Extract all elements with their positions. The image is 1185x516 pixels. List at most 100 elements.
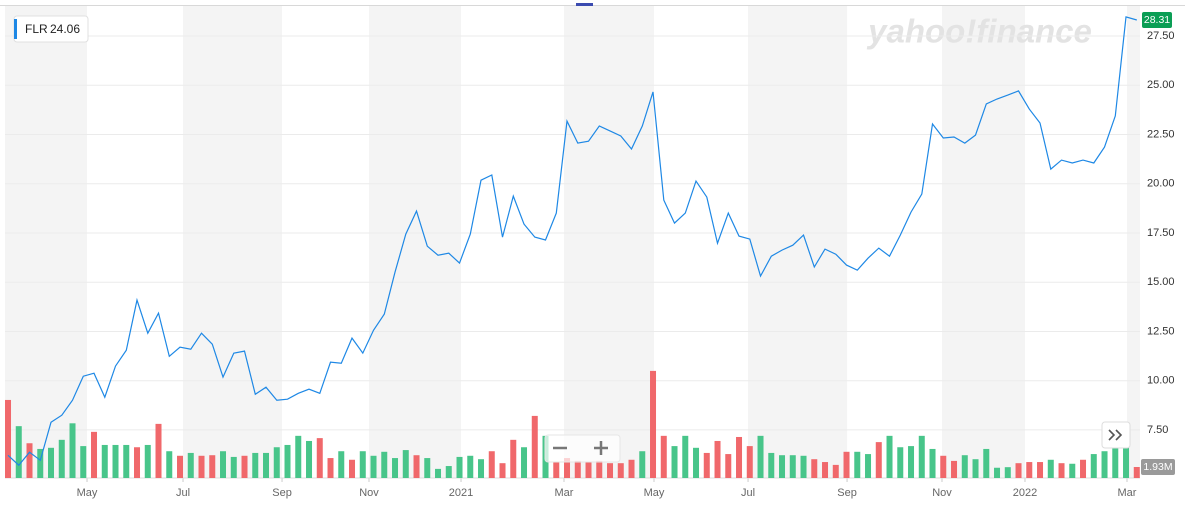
volume-bar [994, 467, 1001, 478]
volume-bar [768, 452, 775, 478]
volume-bar [1123, 447, 1130, 478]
chevron[interactable] [1115, 429, 1123, 441]
volume-bar [370, 455, 377, 478]
legend-price: 24.06 [50, 22, 80, 36]
volume-bar [779, 455, 786, 478]
volume-bar [467, 455, 474, 478]
volume-bar [757, 435, 764, 478]
volume-bar [1069, 463, 1076, 478]
volume-bar [1080, 459, 1087, 478]
month-band [5, 6, 88, 478]
volume-bar [273, 447, 280, 478]
volume-bar [585, 462, 592, 478]
price-badge [1142, 12, 1172, 29]
y-tick-label: 10.00 [1147, 375, 1175, 387]
volume-bar [929, 448, 936, 478]
volume-bar [865, 454, 872, 478]
x-tick-label: Nov [932, 487, 952, 499]
volume-bar [166, 451, 173, 478]
grid [5, 35, 1140, 482]
volume-bar [230, 456, 237, 478]
volume-bar [521, 447, 528, 478]
volume-bar [983, 448, 990, 478]
volume-bar [349, 459, 356, 478]
x-tick-label: Nov [359, 487, 379, 499]
x-tick-label: 2021 [449, 487, 473, 499]
volume-bar [564, 458, 571, 478]
bands [5, 6, 1140, 478]
y-tick-label: 27.50 [1147, 30, 1175, 42]
volume-bars [5, 370, 1140, 478]
volume-bar [628, 459, 635, 478]
volume-bar [746, 446, 753, 478]
volume-bar [177, 455, 184, 478]
y-tick-label: 20.00 [1147, 178, 1175, 190]
volume-bar [488, 451, 495, 478]
y-tick-label: 12.50 [1147, 325, 1175, 337]
volume-bar [725, 454, 732, 478]
x-tick-label: Sep [272, 487, 292, 499]
volume-bar [703, 452, 710, 478]
volume-bar [650, 370, 657, 478]
month-band [1126, 6, 1140, 478]
volume-bar [832, 464, 839, 478]
volume-bar [843, 451, 850, 478]
month-band [564, 6, 654, 478]
volume-bar [897, 447, 904, 478]
volume-bar [918, 435, 925, 478]
volume-bar [402, 450, 409, 478]
y-tick-label: 22.50 [1147, 128, 1175, 140]
volume-bar [617, 463, 624, 478]
drag-handle[interactable] [576, 3, 593, 6]
volume-bar [1026, 462, 1033, 478]
volume-bar [671, 446, 678, 478]
volume-bar [553, 462, 560, 478]
volume-bar [822, 462, 829, 478]
volume-bar [37, 448, 44, 478]
volume-bar [381, 451, 388, 478]
volume-bar [327, 458, 334, 478]
volume-bar [908, 446, 915, 478]
volume-badge-label: 1.93M [1143, 461, 1172, 473]
scroll-frame[interactable] [1101, 421, 1131, 449]
volume-bar [198, 455, 205, 478]
volume-bar [338, 451, 345, 478]
volume-bar [940, 455, 947, 478]
legend-box: FLR 24.06 [13, 15, 89, 43]
volume-bar [413, 455, 420, 478]
price-line [7, 16, 1137, 467]
x-tick-label: Mar [1118, 487, 1137, 499]
volume-bar [15, 426, 22, 478]
x-tick-label: May [77, 487, 98, 499]
volume-bar [607, 463, 614, 478]
chevron[interactable] [1108, 429, 1116, 441]
volume-bar [961, 455, 968, 478]
volume-bar [306, 440, 313, 478]
volume-bar [241, 455, 248, 478]
volume-bar [875, 442, 882, 478]
volume-bar [69, 423, 76, 478]
volume-bar [1004, 467, 1011, 478]
month-band [368, 6, 462, 478]
volume-bar [1133, 467, 1140, 478]
volume-bar [574, 460, 581, 478]
x-tick-label: Jul [741, 487, 755, 499]
month-band [748, 6, 848, 478]
scroll-button[interactable] [1101, 421, 1131, 449]
legend-swatch [14, 19, 17, 39]
volume-bar [1101, 451, 1108, 478]
volume-bar [295, 435, 302, 478]
volume-bar [26, 443, 33, 478]
volume-bar [359, 451, 366, 478]
volume-bar [1047, 459, 1054, 478]
volume-bar [639, 451, 646, 478]
badges: 28.31 1.93M [1141, 12, 1175, 476]
price-badge-label: 28.31 [1144, 14, 1170, 26]
y-tick-label: 15.00 [1147, 276, 1175, 288]
volume-bar [1015, 463, 1022, 478]
volume-bar [435, 468, 442, 478]
volume-bar [58, 439, 65, 478]
volume-bar [951, 460, 958, 478]
y-tick-label: 17.50 [1147, 227, 1175, 239]
